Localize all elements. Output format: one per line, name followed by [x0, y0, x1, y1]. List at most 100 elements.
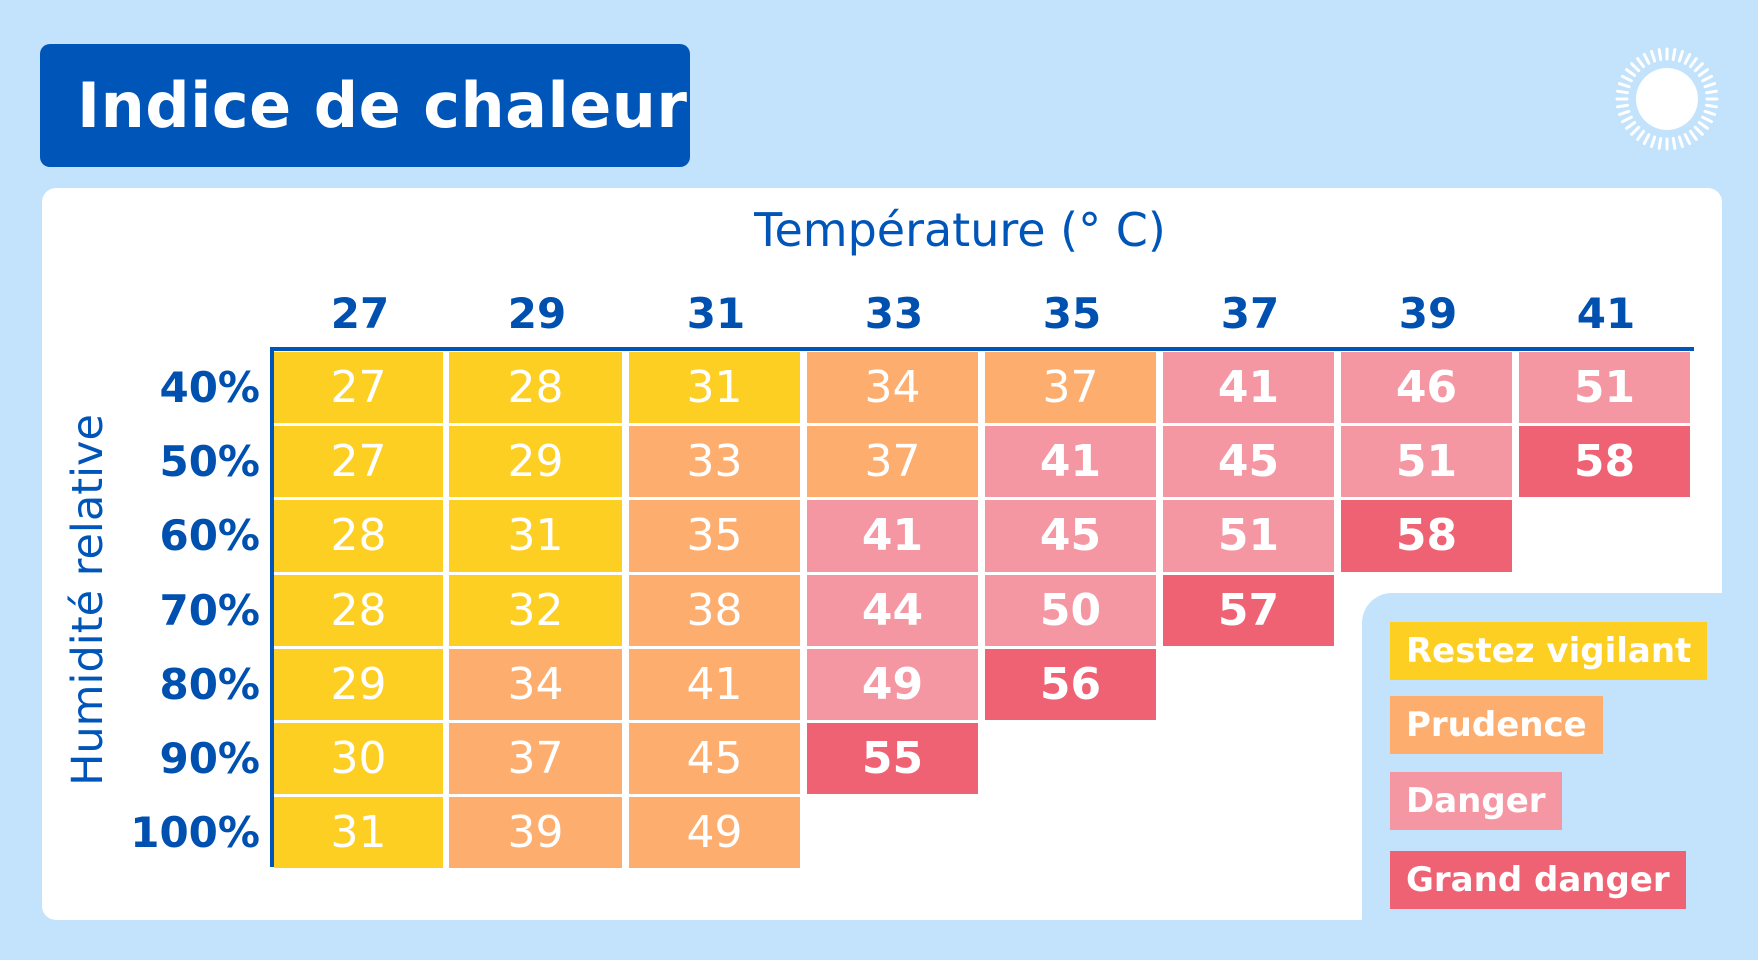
x-tick-label: 29	[507, 289, 567, 338]
heat-cell: 39	[449, 797, 622, 869]
heat-cell: 30	[274, 723, 443, 795]
sun-ray	[1677, 49, 1684, 63]
heat-cell: 32	[449, 574, 622, 646]
heat-cell: 31	[629, 352, 800, 424]
y-tick-label: 100%	[130, 808, 260, 858]
y-tick-label: 50%	[159, 437, 260, 487]
heat-cell: 35	[629, 500, 800, 572]
heat-cell: 55	[807, 723, 978, 795]
heat-cell: 29	[274, 648, 443, 720]
heat-cell: 51	[1163, 500, 1334, 572]
sun-ray	[1650, 49, 1657, 63]
heat-cell: 57	[1163, 574, 1334, 646]
heat-cell: 28	[449, 352, 622, 424]
sun-ray	[1705, 103, 1718, 109]
sun-ray	[1625, 121, 1637, 130]
heat-cell: 37	[449, 723, 622, 795]
sun-ray	[1616, 89, 1629, 95]
sun-ray	[1657, 137, 1663, 150]
heat-cell: 33	[629, 426, 800, 498]
sun-ray	[1689, 57, 1698, 69]
y-tick-label: 80%	[159, 659, 260, 709]
heat-cell: 34	[807, 352, 978, 424]
heat-cell: 49	[807, 648, 978, 720]
sun-ray	[1625, 68, 1637, 77]
x-tick-label: 37	[1220, 289, 1280, 338]
heat-cell: 38	[629, 574, 800, 646]
title-banner: Indice de chaleur	[40, 44, 690, 167]
x-tick-label: 27	[330, 289, 390, 338]
heat-cell: 58	[1341, 500, 1512, 572]
heat-cell: 51	[1519, 352, 1690, 424]
heat-cell: 37	[985, 352, 1156, 424]
heat-cell: 58	[1519, 426, 1690, 498]
heat-cell: 50	[985, 574, 1156, 646]
sun-ray	[1683, 52, 1692, 65]
page-title: Indice de chaleur	[77, 69, 688, 142]
legend-item: Prudence	[1390, 696, 1603, 754]
sun-ray	[1617, 109, 1631, 116]
sun-ray	[1693, 62, 1704, 73]
y-tick-label: 60%	[159, 511, 260, 561]
heat-cell: 44	[807, 574, 978, 646]
sun-ray	[1650, 135, 1657, 149]
heat-cell: 27	[274, 352, 443, 424]
sun-ray	[1616, 103, 1629, 109]
sun-ray	[1671, 48, 1677, 61]
sun-ray	[1636, 57, 1645, 69]
sun-ray	[1620, 115, 1633, 124]
x-axis-title: Température (° C)	[754, 203, 1166, 257]
sun-ray	[1703, 82, 1717, 89]
heat-cell: 27	[274, 426, 443, 498]
y-tick-label: 40%	[159, 363, 260, 412]
y-tick-label: 90%	[159, 734, 260, 783]
sun-ray	[1705, 89, 1718, 95]
sun-ray	[1701, 115, 1714, 124]
heat-cell: 49	[629, 797, 800, 869]
heat-cell: 56	[985, 648, 1156, 720]
x-tick-label: 31	[686, 289, 746, 338]
sun-ray	[1677, 135, 1684, 149]
sun-ray	[1642, 133, 1651, 146]
sun-ray	[1657, 48, 1663, 61]
heat-cell: 31	[449, 500, 622, 572]
heat-cell: 41	[807, 500, 978, 572]
heat-cell: 45	[985, 500, 1156, 572]
sun-ray	[1693, 125, 1704, 136]
sun-ray	[1697, 121, 1709, 130]
x-axis-line	[270, 347, 1694, 351]
x-tick-label: 33	[864, 289, 924, 338]
heat-cell: 31	[274, 797, 443, 869]
heat-cell: 41	[985, 426, 1156, 498]
sun-ray	[1636, 129, 1645, 141]
sun-icon	[1615, 47, 1719, 151]
x-tick-label: 39	[1398, 289, 1458, 338]
sun-ray	[1671, 137, 1677, 150]
sun-ray	[1630, 62, 1641, 73]
sun-ray	[1701, 74, 1714, 83]
sun-ray	[1617, 82, 1631, 89]
legend-item: Grand danger	[1390, 851, 1686, 909]
legend-item: Restez vigilant	[1390, 622, 1708, 680]
heat-cell: 41	[1163, 352, 1334, 424]
x-tick-label: 35	[1042, 289, 1102, 338]
x-tick-label: 41	[1576, 289, 1636, 338]
legend-item: Danger	[1390, 772, 1562, 830]
heat-cell: 28	[274, 574, 443, 646]
heat-cell: 46	[1341, 352, 1512, 424]
heat-cell: 29	[449, 426, 622, 498]
heat-cell: 34	[449, 648, 622, 720]
sun-ray	[1630, 125, 1641, 136]
sun-ray	[1642, 52, 1651, 65]
sun-ray	[1620, 74, 1633, 83]
heat-cell: 45	[629, 723, 800, 795]
sun-ray	[1703, 109, 1717, 116]
sun-ray	[1683, 133, 1692, 146]
heat-cell: 51	[1341, 426, 1512, 498]
sun-ray	[1689, 129, 1698, 141]
heat-cell: 28	[274, 500, 443, 572]
heat-cell: 45	[1163, 426, 1334, 498]
heat-cell: 37	[807, 426, 978, 498]
sun-ray	[1697, 68, 1709, 77]
heat-cell: 41	[629, 648, 800, 720]
